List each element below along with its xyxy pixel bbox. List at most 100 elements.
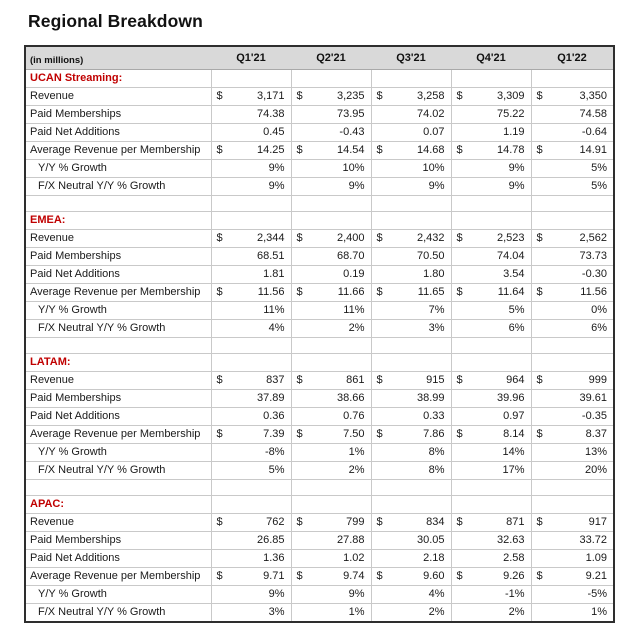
data-cell: 73.95 <box>290 104 372 124</box>
data-cell: 39.61 <box>530 388 615 408</box>
cell-value: 1% <box>348 445 365 458</box>
data-cell: $9.26 <box>450 566 532 586</box>
data-cell-content: 9% <box>217 587 285 602</box>
data-cell: 5% <box>530 158 615 178</box>
data-cell: $14.91 <box>530 140 615 160</box>
row-label: Revenue <box>24 86 212 106</box>
cell-value: 3,171 <box>256 89 285 102</box>
cell-value: 73.73 <box>579 249 607 262</box>
empty-cell <box>210 478 292 496</box>
data-cell-content: 75.22 <box>457 107 525 122</box>
row-label: Average Revenue per Membership <box>24 282 212 302</box>
data-cell-content: 3% <box>377 321 445 336</box>
cell-value: 834 <box>426 515 445 528</box>
cell-value: 26.85 <box>256 533 285 546</box>
data-cell: 2% <box>290 318 372 338</box>
data-cell-content: 2% <box>297 321 365 336</box>
cell-value: 1.81 <box>263 267 285 280</box>
empty-cell <box>290 336 372 354</box>
empty-cell <box>370 210 452 230</box>
cell-value: 0.45 <box>263 125 285 138</box>
table-row: Average Revenue per Membership $7.39 $7.50… <box>24 424 615 444</box>
cell-value: 1% <box>591 605 607 618</box>
data-cell: $799 <box>290 512 372 532</box>
data-cell: $837 <box>210 370 292 390</box>
data-cell-content: 27.88 <box>297 533 365 548</box>
cell-value: 2% <box>508 605 525 618</box>
data-cell: $11.64 <box>450 282 532 302</box>
data-cell: 5% <box>210 460 292 480</box>
data-cell: $3,350 <box>530 86 615 106</box>
currency-symbol: $ <box>456 143 463 156</box>
data-cell: $7.39 <box>210 424 292 444</box>
regional-breakdown-table: (in millions) Q1'21 Q2'21 Q3'21 Q4'21 Q1… <box>24 45 615 623</box>
data-cell: $8.14 <box>450 424 532 444</box>
data-cell: 9% <box>370 176 452 196</box>
section-header-label: UCAN Streaming: <box>24 68 212 88</box>
data-cell: 70.50 <box>370 246 452 266</box>
row-label: Y/Y % Growth <box>24 442 212 462</box>
data-cell-content: 0% <box>537 303 607 318</box>
cell-value: 2,344 <box>256 231 285 244</box>
data-cell: $861 <box>290 370 372 390</box>
row-label: Y/Y % Growth <box>24 300 212 320</box>
cell-value: 73.95 <box>336 107 365 120</box>
data-cell-content: $7.86 <box>377 427 445 442</box>
data-cell: $9.71 <box>210 566 292 586</box>
data-cell-content: 1.02 <box>297 551 364 566</box>
data-cell-content: $7.50 <box>297 427 365 442</box>
cell-value: 9.21 <box>585 569 607 582</box>
data-cell: $999 <box>530 370 615 390</box>
data-cell: 2% <box>370 602 452 622</box>
data-cell: $11.65 <box>370 282 452 302</box>
data-cell-content: -0.43 <box>297 125 364 140</box>
cell-value: 0.19 <box>343 267 365 280</box>
currency-symbol: $ <box>536 515 543 528</box>
data-cell: 9% <box>450 158 532 178</box>
row-label: F/X Neutral Y/Y % Growth <box>24 460 212 480</box>
unit-label: (in millions) <box>25 46 211 70</box>
data-cell: $11.66 <box>290 282 372 302</box>
currency-symbol: $ <box>296 89 303 102</box>
row-label: Paid Memberships <box>24 388 212 408</box>
cell-value: 30.05 <box>416 533 445 546</box>
data-cell-content: 11% <box>217 303 284 318</box>
data-cell: 2% <box>290 460 372 480</box>
data-cell: 5% <box>450 300 532 320</box>
cell-value: 9.26 <box>503 569 525 582</box>
data-cell: 3% <box>370 318 452 338</box>
empty-cell <box>24 478 212 496</box>
currency-symbol: $ <box>216 143 223 156</box>
data-cell: 0.07 <box>370 122 452 142</box>
cell-value: 14.25 <box>256 143 285 156</box>
row-label: Y/Y % Growth <box>24 584 212 604</box>
cell-value: 762 <box>266 515 285 528</box>
data-cell-content: 9% <box>457 161 525 176</box>
cell-value: 8.37 <box>585 427 607 440</box>
table-row: Paid Memberships 74.38 73.95 74.02 75.22 74.5… <box>24 104 615 124</box>
currency-symbol: $ <box>376 569 383 582</box>
cell-value: 74.38 <box>256 107 285 120</box>
cell-value: 10% <box>342 161 365 174</box>
data-cell-content: $3,350 <box>537 89 608 104</box>
data-cell-content: $14.68 <box>377 143 445 158</box>
data-cell-content: 11% <box>297 303 364 318</box>
cell-value: 75.22 <box>496 107 525 120</box>
section-header-label: APAC: <box>24 494 212 514</box>
cell-value: 37.89 <box>256 391 285 404</box>
data-cell: -8% <box>210 442 292 462</box>
table-row: Y/Y % Growth 9% 10% 10% 9% 5% <box>24 158 615 178</box>
cell-value: 4% <box>268 321 285 334</box>
cell-value: 9% <box>348 179 365 192</box>
table-row: F/X Neutral Y/Y % Growth 5% 2% 8% 17% 20% <box>24 460 615 480</box>
table-row: Paid Memberships 68.51 68.70 70.50 74.04 73.7… <box>24 246 615 266</box>
cell-value: 11.66 <box>337 285 365 298</box>
data-cell-content: -1% <box>457 587 525 602</box>
row-label: Paid Memberships <box>24 246 212 266</box>
table-row: Revenue $3,171 $3,235 $3,258 $3,309 $3,350 <box>24 86 615 106</box>
data-cell-content: $762 <box>217 515 285 530</box>
cell-value: 3% <box>268 605 285 618</box>
currency-symbol: $ <box>456 285 463 298</box>
data-cell: $2,400 <box>290 228 372 248</box>
data-cell-content: 1% <box>297 605 365 620</box>
